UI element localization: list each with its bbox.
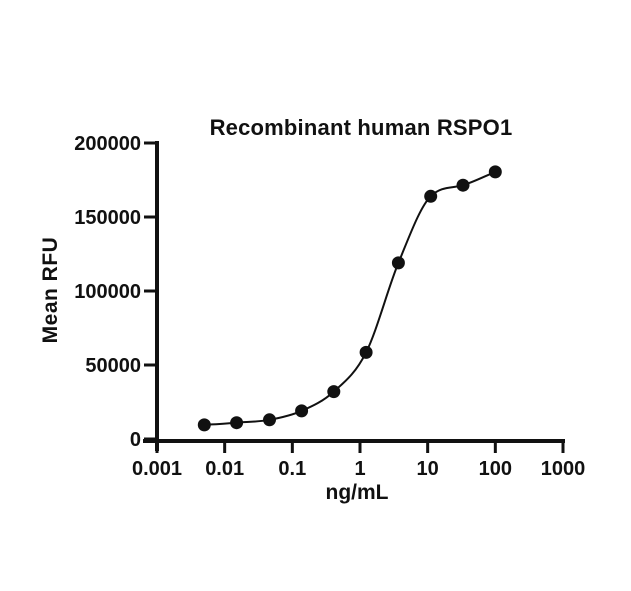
fit-curve <box>204 170 496 426</box>
x-tick-label: 1 <box>354 458 365 480</box>
data-point <box>424 189 438 203</box>
data-point <box>263 413 276 427</box>
data-point <box>327 385 341 399</box>
x-tick-label: 0.1 <box>278 458 306 480</box>
x-axis-label: ng/mL <box>325 481 389 504</box>
data-point <box>230 416 244 430</box>
data-point <box>456 178 470 192</box>
x-tick-label: 10 <box>417 458 439 480</box>
x-tick-label: 0.001 <box>132 458 182 480</box>
chart-title: Recombinant human RSPO1 <box>209 115 513 140</box>
y-tick-label: 0 <box>130 429 141 451</box>
data-point <box>359 345 373 359</box>
y-tick-label: 150000 <box>74 207 141 229</box>
y-tick-label: 100000 <box>74 281 141 303</box>
y-tick-label: 200000 <box>74 133 141 155</box>
x-tick-label: 1000 <box>541 458 586 480</box>
data-point <box>295 404 309 418</box>
x-tick-label: 0.01 <box>205 458 244 480</box>
data-point <box>197 418 211 432</box>
data-point <box>391 256 405 270</box>
x-tick-label: 100 <box>479 458 512 480</box>
data-point <box>488 165 502 179</box>
y-tick-label: 50000 <box>85 355 141 377</box>
